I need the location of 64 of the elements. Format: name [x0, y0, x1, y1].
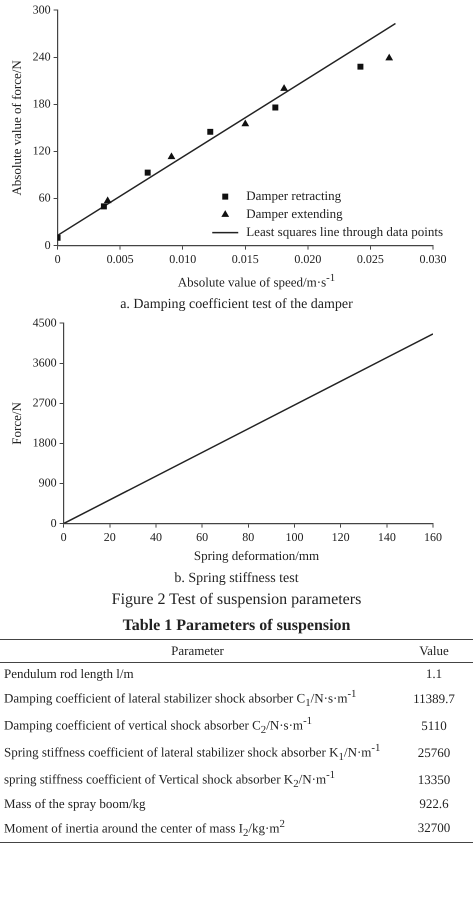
text: Damping coefficient of vertical shock absorber C$_{2}$/N·s·m$^{-1}$ — [3, 714, 314, 738]
x-tick-label: 60 — [196, 530, 208, 544]
x-tick-label: 120 — [332, 530, 350, 544]
x-tick-label: 140 — [378, 530, 396, 544]
point — [207, 128, 214, 135]
point — [144, 170, 151, 176]
text: Moment of inertia around the center of mass I$_{2}$/kg·m$^{2}$ — [3, 817, 286, 841]
x-tick-label: 20 — [104, 530, 116, 544]
caption: Figure 2 Test of suspension parameters — [110, 591, 362, 610]
point — [280, 84, 288, 91]
x-tick-label: 0.020 — [294, 252, 322, 266]
text: Pendulum rod length l/m — [3, 665, 135, 684]
text: 25760 — [416, 744, 452, 762]
text: Parameter — [170, 642, 225, 660]
text: Table 1 Parameters of suspension — [122, 617, 352, 636]
legend-label: Damper retracting — [246, 188, 342, 204]
y-tick-label: 120 — [32, 144, 51, 158]
point — [386, 54, 393, 60]
y-tick-label: 300 — [32, 2, 51, 16]
x-tick-label: 0.010 — [169, 252, 196, 266]
x-axis-title: Spring deformation/mm — [192, 548, 320, 564]
x-tick-label: 0.005 — [106, 252, 134, 266]
y-tick-label: 900 — [38, 476, 57, 490]
y-tick-label: 60 — [38, 190, 51, 205]
text: Value — [418, 642, 450, 660]
point — [168, 152, 176, 160]
text: Damping coefficient of lateral stabilizer shock absorber C$_{1}$/N·s·m$^{-1}$ — [3, 687, 358, 712]
y-tick-label: 240 — [32, 49, 51, 64]
y-tick-label: 3600 — [32, 356, 57, 370]
y-tick-label: 1800 — [32, 436, 57, 450]
y-axis-title: Absolute value of force/N — [9, 60, 24, 196]
legend-label: Least squares line through data points — [246, 224, 444, 240]
text: Spring stiffness coefficient of lateral stabilizer shock absorber K$_{1}$/N·m$^{-1}$ — [3, 741, 382, 766]
text: b. Spring stiffness test — [173, 570, 300, 588]
legend-label: Damper extending — [246, 206, 344, 222]
text: Mass of the spray boom/kg — [3, 795, 147, 814]
x-tick-label: 0 — [60, 530, 67, 544]
y-tick-label: 180 — [32, 96, 51, 111]
text: spring stiffness coefficient of Vertical shock absorber K$_{2}$/N·m$^{-1}$ — [3, 768, 336, 792]
y-axis-title: Force/N — [9, 402, 24, 446]
text: 5110 — [420, 716, 448, 735]
text: a. Damping coefficient test of the damper — [119, 296, 354, 314]
text: 922.6 — [418, 795, 450, 814]
point — [100, 203, 107, 210]
y-tick-label: 2700 — [32, 396, 57, 410]
text: 13350 — [416, 770, 452, 789]
x-tick-label: 80 — [242, 530, 254, 544]
text: 11389.7 — [412, 690, 456, 708]
point — [357, 64, 364, 70]
x-tick-label: 0.025 — [356, 252, 384, 266]
y-tick-label: 0 — [44, 238, 51, 252]
y-tick-label: 4500 — [32, 316, 57, 330]
x-axis-title: Absolute value of speed/m·s$^{-1}$ — [176, 271, 336, 290]
text: 1.1 — [424, 665, 444, 684]
text: 32700 — [416, 819, 452, 838]
x-tick-label: 0.030 — [420, 252, 446, 266]
point — [104, 196, 112, 204]
x-tick-label: 40 — [150, 530, 162, 544]
x-tick-label: 0.015 — [232, 252, 259, 266]
y-tick-label: 0 — [50, 516, 57, 530]
x-tick-label: 100 — [285, 530, 304, 544]
x-tick-label: 160 — [424, 530, 442, 544]
point — [242, 120, 249, 126]
point — [272, 104, 278, 110]
